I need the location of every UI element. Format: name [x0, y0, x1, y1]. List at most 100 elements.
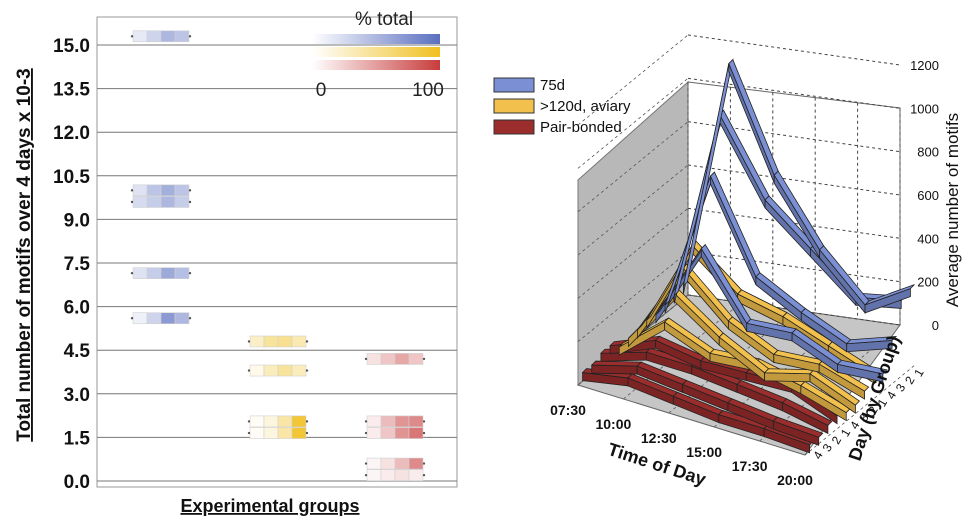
heatmap-cell: [174, 184, 190, 197]
heatmap-cells: [130, 30, 426, 481]
series-ribbon-top: [781, 398, 833, 426]
heatmap-cell-marker: [130, 189, 134, 192]
series-ribbon-top: [772, 416, 824, 438]
time-tick-label: 07:30: [550, 402, 586, 418]
heatmap-cell: [160, 184, 176, 197]
heatmap-cell-marker: [422, 420, 426, 423]
heatmap-row: [364, 469, 426, 481]
heatmap-row: [130, 30, 192, 43]
heatmap-cell-marker: [305, 369, 309, 372]
heatmap-cell-marker: [364, 462, 368, 465]
heatmap-cell: [380, 427, 396, 439]
heatmap-row: [364, 415, 426, 428]
motif-count-tick-label: 1000: [910, 101, 939, 116]
heatmap-cell: [291, 364, 307, 377]
heatmap-cell-marker: [247, 369, 251, 372]
legend-label-pair-bonded: Pair-bonded: [540, 119, 622, 136]
series-line: [682, 58, 915, 315]
legend-swatch-aviary: [493, 98, 535, 114]
heatmap-row: [247, 427, 309, 439]
legend-swatch-pair-bonded: [493, 119, 535, 135]
legend-label-75d: 75d: [540, 77, 565, 94]
heatmap-cell: [249, 364, 265, 377]
legend-swatch-75d: [493, 77, 535, 93]
heatmap-cell: [146, 30, 162, 43]
heatmap-cell: [249, 427, 265, 439]
heatmap-y-tick-label: 13.5: [53, 80, 90, 101]
heatmap-cell: [366, 415, 382, 428]
heatmap-panel: 15.0 13.5 12.0 10.5 9.0 7.5 6.0 4.5 3.0 1.5 0.0 To…: [14, 9, 458, 516]
motif-count-tick-label: 400: [917, 231, 939, 246]
heatmap-cell-marker: [188, 271, 192, 275]
heatmap-cell: [366, 427, 382, 439]
heatmap-cell-marker: [188, 200, 192, 204]
heatmap-gridlines: [97, 44, 457, 482]
heatmap-cell-marker: [422, 473, 426, 477]
heatmap-cell: [291, 427, 307, 439]
grid-lines: [577, 34, 916, 456]
heatmap-cell-marker: [364, 420, 368, 423]
heatmap-cell: [132, 184, 148, 197]
heatmap-cell: [366, 457, 382, 470]
heatmap-y-tick-label: 1.5: [64, 428, 91, 449]
motif-count-tick-label: 800: [917, 145, 939, 160]
heatmap-cell: [174, 312, 190, 325]
time-tick-labels: 07:30 10:00 12:30 15:00 17:30 20:00: [550, 402, 813, 488]
heatmap-cell-marker: [188, 317, 192, 320]
heatmap-cell: [394, 469, 410, 481]
heatmap-cell: [249, 335, 265, 348]
heatmap-cell-marker: [130, 271, 134, 275]
heatmap-cell: [263, 364, 279, 377]
heatmap-cell: [408, 415, 424, 428]
heatmap-y-tick-label: 4.5: [64, 341, 91, 362]
heatmap-row: [130, 312, 192, 325]
heatmap-cell: [408, 469, 424, 481]
series-ribbon-top: [590, 360, 643, 367]
heatmap-cell: [408, 427, 424, 439]
heatmap-row: [247, 335, 309, 348]
series-ribbon-top: [845, 335, 898, 345]
heatmap-cell: [380, 415, 396, 428]
heatmap-cell: [394, 415, 410, 428]
heatmap-cell: [174, 30, 190, 43]
heatmap-y-tick-label: 15.0: [53, 36, 90, 57]
heatmap-cell-marker: [188, 35, 192, 38]
heatmap-cell-marker: [305, 420, 309, 423]
heatmap-cell: [380, 353, 396, 365]
day-tick-label: 1: [911, 366, 927, 379]
heatmap-y-tick-labels: 15.0 13.5 12.0 10.5 9.0 7.5 6.0 4.5 3.0 1.5 0.0: [53, 36, 90, 493]
colorbar-min-label: 0: [316, 80, 327, 101]
heatmap-cell: [160, 267, 176, 279]
heatmap-cell-marker: [305, 431, 309, 435]
heatmap-row: [247, 415, 309, 428]
legend-label-aviary: >120d, aviary: [540, 98, 631, 115]
motif-count-tick-label: 200: [917, 275, 939, 290]
heatmap-cell: [394, 353, 410, 365]
heatmap-cell-marker: [188, 189, 192, 192]
time-tick-label: 12:30: [641, 430, 677, 446]
line3d-panel: 07:30 10:00 12:30 15:00 17:30 20:00 0 200 400 60…: [493, 34, 962, 490]
heatmap-cell-marker: [247, 431, 251, 435]
heatmap-cell: [291, 335, 307, 348]
heatmap-row: [130, 267, 192, 279]
heatmap-cell-marker: [364, 431, 368, 435]
series-ribbon-segment: [764, 372, 811, 383]
heatmap-y-tick-label: 12.0: [53, 123, 90, 144]
heatmap-frame: [96, 16, 458, 488]
colorbar-max-label: 100: [412, 80, 444, 101]
heatmap-cell-marker: [247, 340, 251, 343]
heatmap-cell: [394, 427, 410, 439]
heatmap-row: [247, 364, 309, 377]
heatmap-cell: [408, 457, 424, 470]
heatmap-cell: [249, 415, 265, 428]
heatmap-cell-marker: [422, 431, 426, 435]
heatmap-cell-marker: [364, 357, 368, 361]
series-ribbon-top: [864, 284, 915, 306]
heatmap-cell-marker: [422, 357, 426, 361]
heatmap-cell: [132, 196, 148, 208]
heatmap-y-tick-label: 0.0: [64, 472, 90, 493]
heatmap-cell: [263, 415, 279, 428]
heatmap-row: [364, 457, 426, 470]
motif-count-axis-label: Average number of motifs: [943, 113, 962, 307]
colorbar-title: % total: [355, 9, 413, 30]
